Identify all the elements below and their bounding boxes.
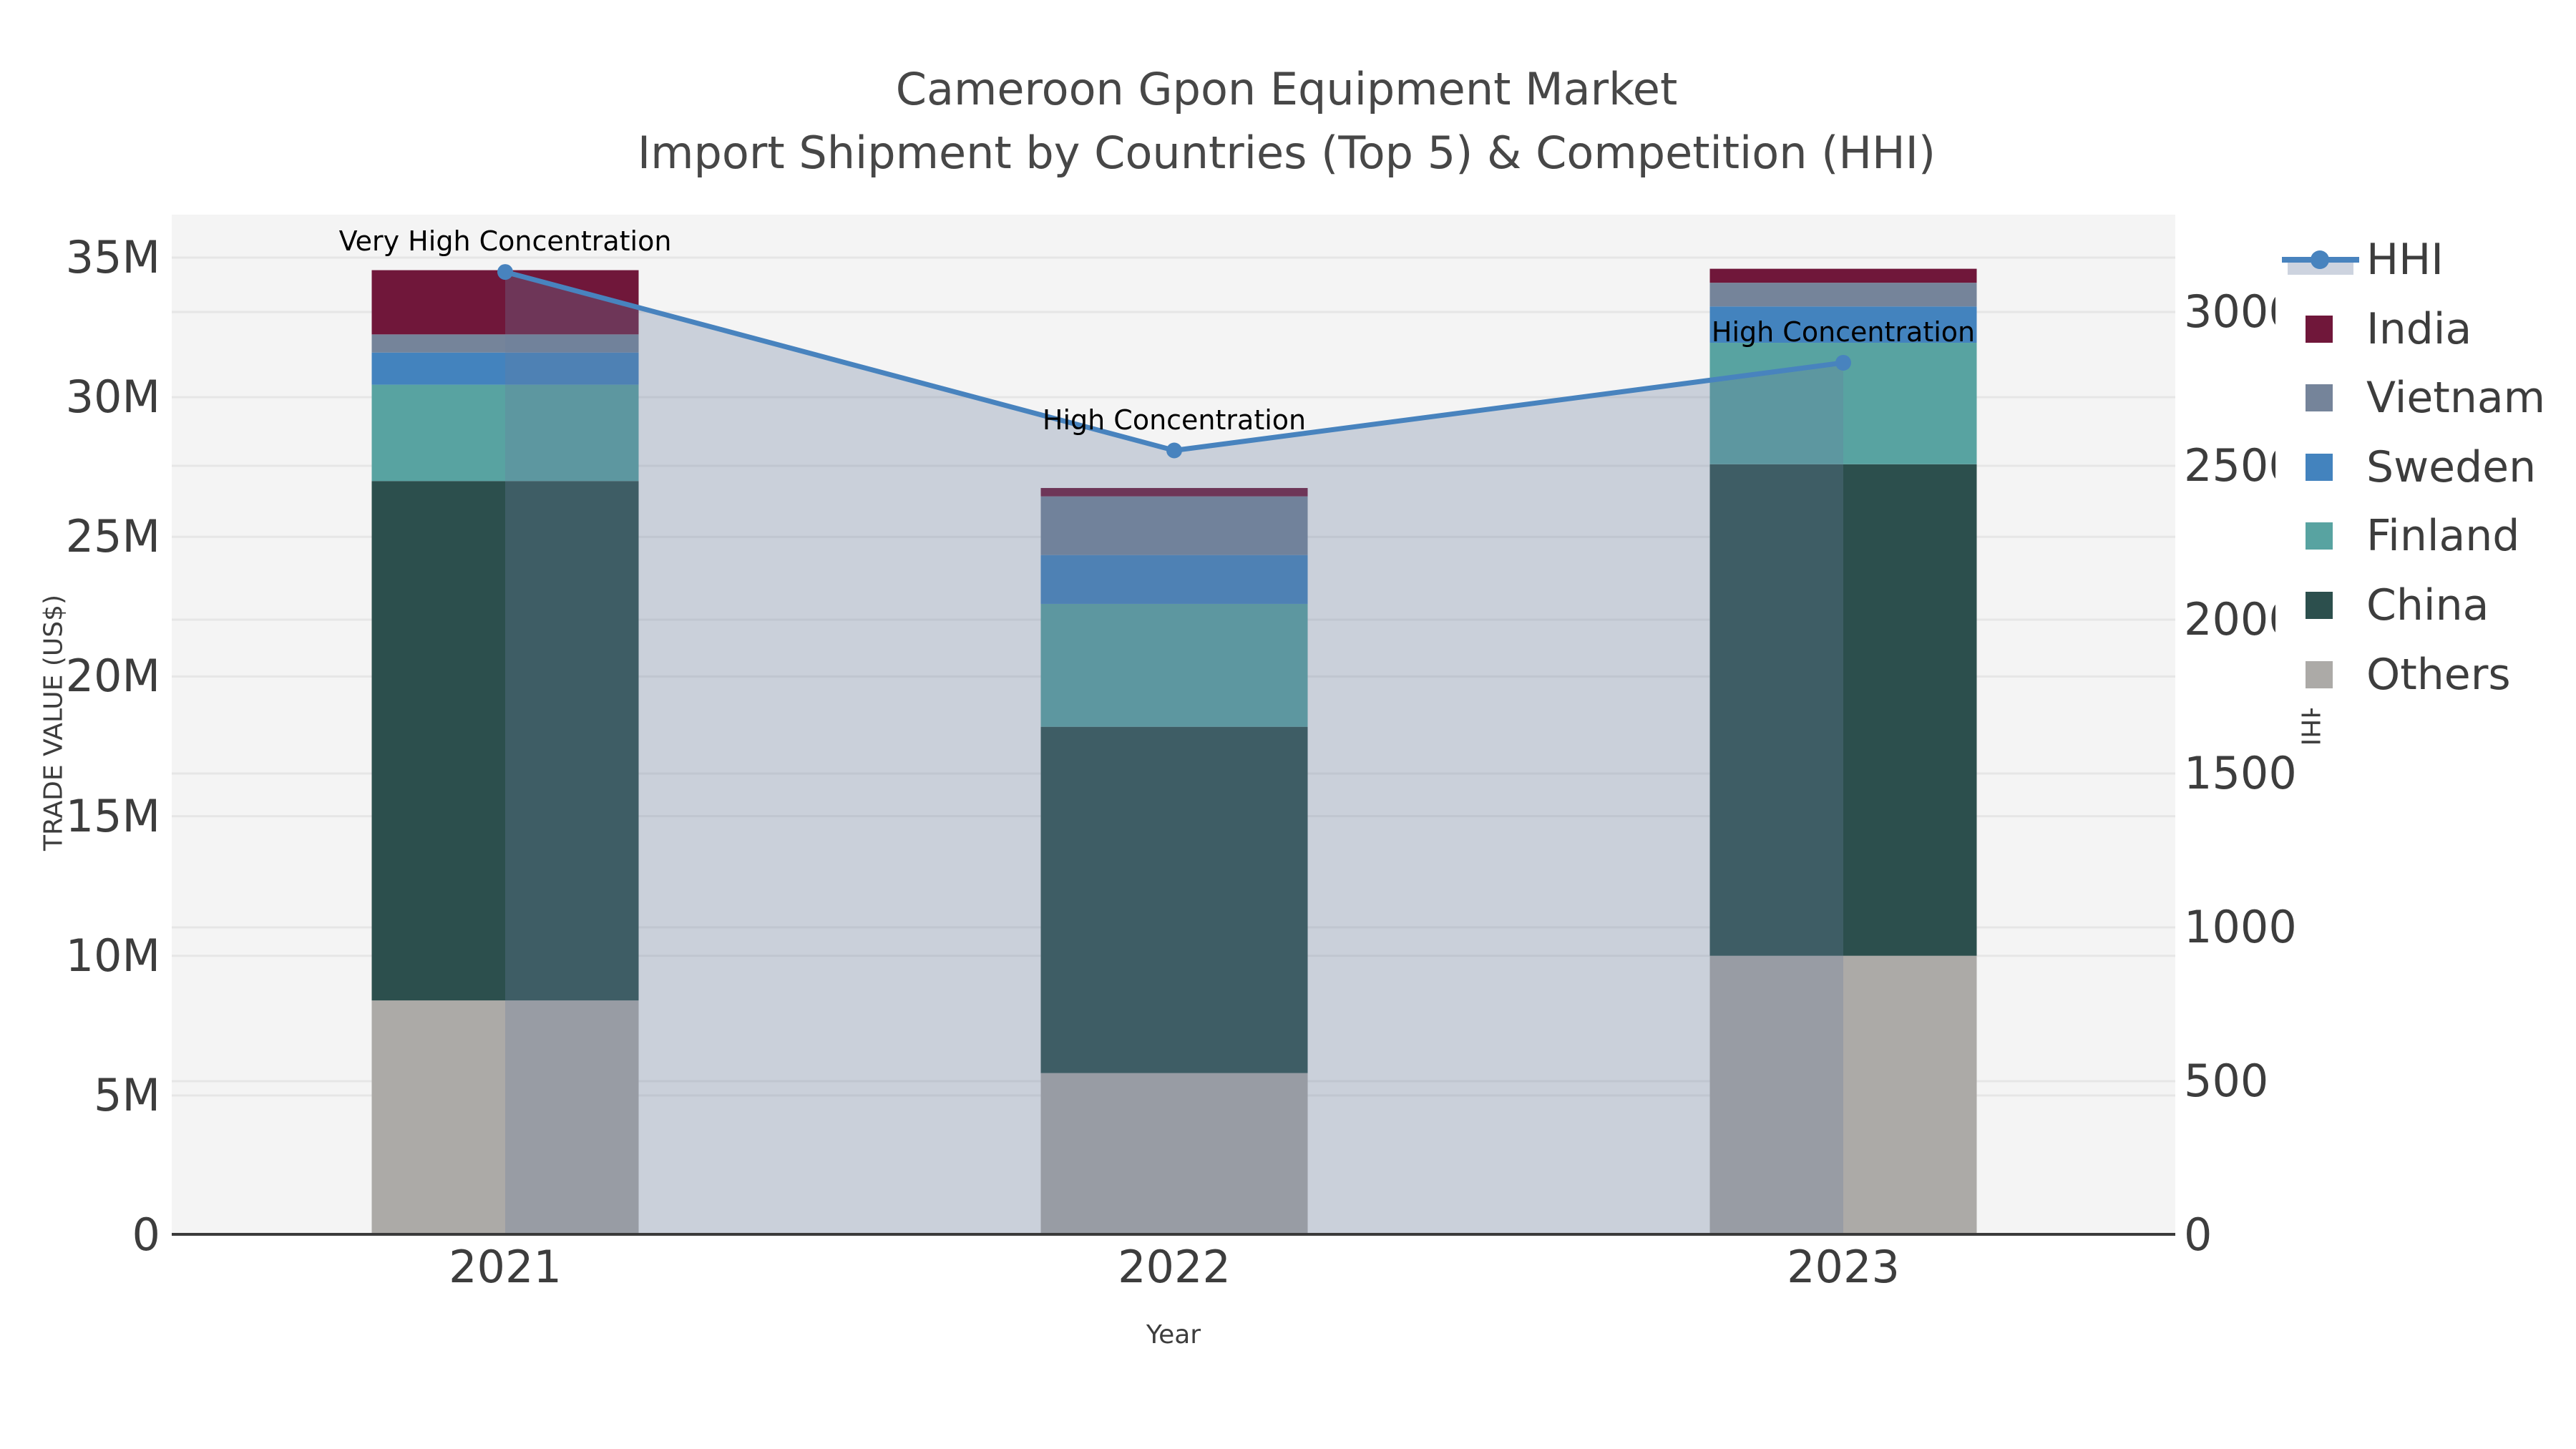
y-right-tick-0: 0 — [2184, 1209, 2212, 1261]
bar-segment-vietnam-2021 — [371, 334, 639, 353]
legend-swatch-china — [2306, 592, 2333, 619]
bar-segment-others-2022 — [1040, 1073, 1308, 1235]
bar-segment-china-2023 — [1709, 464, 1977, 956]
legend-label-india: India — [2366, 303, 2472, 354]
legend-swatch-sweden — [2306, 453, 2333, 481]
x-tick-2023: 2023 — [1787, 1241, 1900, 1293]
bar-segment-india-2021 — [371, 270, 639, 335]
y-right-tick-500: 500 — [2184, 1055, 2269, 1107]
legend-label-sweden: Sweden — [2366, 441, 2537, 492]
y-left-tick-30M: 30M — [65, 371, 160, 424]
legend-label-vietnam: Vietnam — [2366, 373, 2546, 424]
legend-swatch-india — [2306, 315, 2333, 343]
hhi-area — [505, 272, 1843, 1236]
legend-label-china: China — [2366, 580, 2489, 630]
y-left-tick-0: 0 — [132, 1209, 160, 1261]
bar-segment-others-2021 — [371, 1000, 639, 1235]
y-left-tick-15M: 15M — [65, 789, 160, 842]
bar-segment-finland-2022 — [1040, 603, 1308, 727]
y-left-tick-5M: 5M — [94, 1068, 160, 1121]
y-left-tick-25M: 25M — [65, 510, 160, 563]
bar-segment-others-2023 — [1709, 955, 1977, 1235]
x-axis-line — [172, 1233, 2175, 1236]
x-tick-2022: 2022 — [1118, 1241, 1231, 1293]
y-right-tick-1000: 1000 — [2184, 901, 2297, 953]
legend-swatch-finland — [2306, 522, 2333, 550]
legend-swatch-others — [2306, 660, 2333, 688]
hhi-marker-2021 — [497, 264, 513, 280]
hhi-marker-2022 — [1166, 442, 1182, 459]
annotation-2022: High Concentration — [1042, 404, 1307, 436]
bar-segment-vietnam-2022 — [1040, 496, 1308, 555]
annotation-2021: Very High Concentration — [338, 225, 672, 258]
bar-segment-sweden-2021 — [371, 352, 639, 385]
bar-segment-china-2021 — [371, 481, 639, 1001]
bar-segment-finland-2021 — [371, 384, 639, 482]
bar-segment-sweden-2023 — [1709, 306, 1977, 343]
bar-segment-india-2022 — [1040, 487, 1308, 497]
y-left-tick-10M: 10M — [65, 929, 160, 982]
y-left-tick-35M: 35M — [65, 231, 160, 283]
bar-segment-sweden-2022 — [1040, 555, 1308, 604]
y-left-tick-20M: 20M — [65, 650, 160, 703]
legend-swatch-vietnam — [2306, 384, 2333, 412]
legend-hhi-marker-icon — [2311, 250, 2329, 269]
x-axis-title: Year — [1146, 1320, 1201, 1350]
y-right-tick-1500: 1500 — [2184, 747, 2297, 799]
chart-subtitle: Import Shipment by Countries (Top 5) & C… — [637, 127, 1936, 179]
legend-label-hhi: HHI — [2366, 235, 2444, 285]
bar-segment-india-2023 — [1709, 268, 1977, 283]
annotation-2023: High Concentration — [1711, 316, 1976, 348]
legend-label-finland: Finland — [2366, 511, 2520, 562]
bar-segment-china-2022 — [1040, 726, 1308, 1073]
legend-label-others: Others — [2366, 649, 2511, 700]
chart-title: Cameroon Gpon Equipment Market — [895, 63, 1678, 115]
hhi-marker-2023 — [1835, 354, 1851, 371]
x-tick-2021: 2021 — [449, 1241, 562, 1293]
bar-segment-vietnam-2023 — [1709, 283, 1977, 307]
